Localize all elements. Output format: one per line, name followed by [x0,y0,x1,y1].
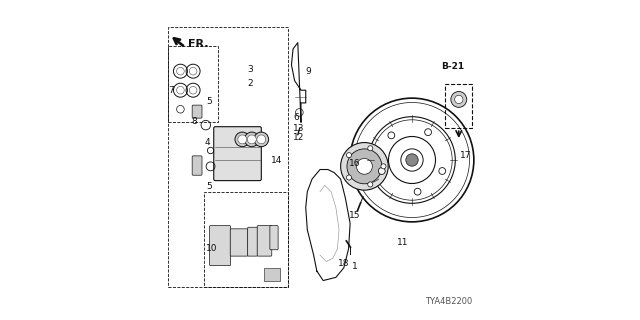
Text: 12: 12 [293,133,305,142]
Text: 5: 5 [206,97,212,106]
Text: 15: 15 [349,211,360,220]
Text: 10: 10 [206,244,218,253]
Text: 17: 17 [460,151,471,160]
Circle shape [368,182,373,187]
Text: 16: 16 [349,159,360,168]
Circle shape [340,142,388,190]
Text: 2: 2 [247,79,253,88]
FancyBboxPatch shape [214,127,261,180]
FancyBboxPatch shape [257,226,272,256]
Text: 11: 11 [397,238,408,247]
FancyBboxPatch shape [192,156,202,175]
Circle shape [238,135,247,144]
Text: 3: 3 [247,65,253,74]
Text: 13: 13 [293,124,305,133]
Circle shape [347,149,382,184]
Text: 7: 7 [168,86,174,95]
Bar [264,268,280,281]
Circle shape [451,92,467,107]
Bar [168,27,288,287]
Circle shape [346,175,351,180]
Circle shape [414,188,421,195]
FancyBboxPatch shape [270,226,278,250]
Circle shape [425,129,431,136]
Text: 18: 18 [339,259,350,268]
Circle shape [244,132,259,147]
Text: 5: 5 [206,182,212,191]
FancyBboxPatch shape [192,105,202,118]
FancyBboxPatch shape [230,229,248,256]
Circle shape [254,132,269,147]
FancyBboxPatch shape [248,227,257,256]
Circle shape [378,168,385,174]
Circle shape [406,154,418,166]
Circle shape [381,164,386,169]
Text: 1: 1 [352,262,358,271]
Text: FR.: FR. [188,39,209,49]
Text: 9: 9 [306,67,312,76]
Circle shape [235,132,250,147]
Circle shape [247,135,256,144]
Text: 6: 6 [293,113,299,122]
Text: B-21: B-21 [442,62,465,71]
Text: TYA4B2200: TYA4B2200 [425,297,472,306]
Bar [204,192,288,287]
Circle shape [454,95,463,104]
Bar [445,84,472,128]
Text: 4: 4 [205,138,211,147]
Text: 8: 8 [191,117,197,126]
Circle shape [368,146,373,151]
Circle shape [356,158,372,174]
FancyBboxPatch shape [210,226,230,266]
Circle shape [257,135,266,144]
Circle shape [439,168,445,174]
Circle shape [388,132,395,139]
Circle shape [346,153,351,158]
Text: 14: 14 [271,156,282,164]
Bar [168,46,218,122]
